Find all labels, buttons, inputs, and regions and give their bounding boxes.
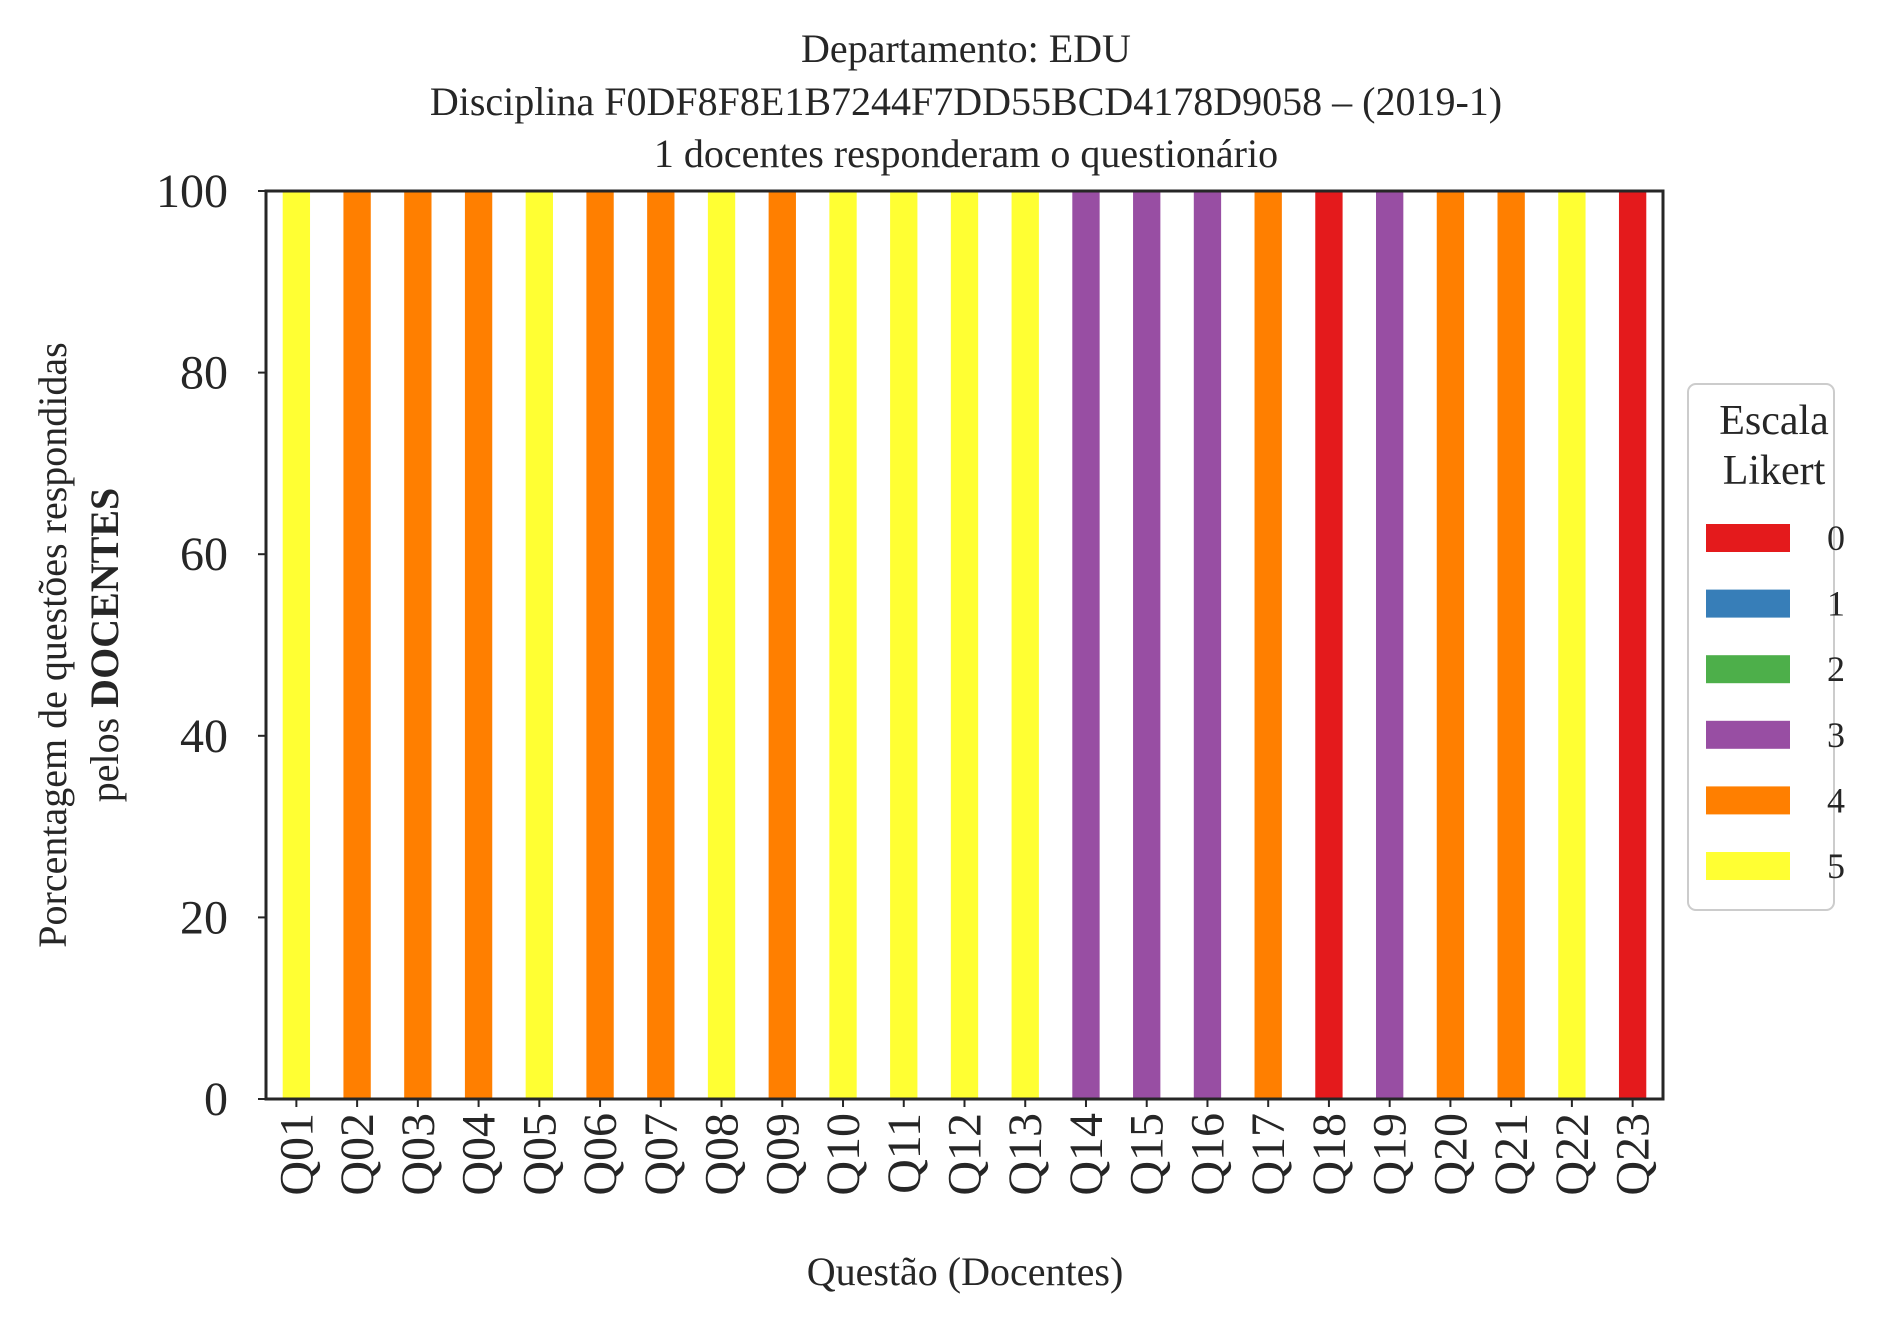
x-tick-label-q07: Q07: [635, 1113, 688, 1196]
bar-q08-scale-5: [707, 191, 736, 1099]
bar-q05-scale-5: [525, 191, 553, 1099]
bar-q16-scale-3: [1193, 191, 1222, 1099]
legend: Escala Likert 0 1 2 3 4 5: [1687, 383, 1845, 911]
bar-q20-scale-4: [1436, 191, 1465, 1099]
legend-title-line-1: Escala: [1719, 398, 1829, 444]
legend-label-2: 2: [1827, 649, 1845, 689]
x-axis-label: Questão (Docentes): [807, 1249, 1124, 1294]
x-tick-label-q05: Q05: [513, 1113, 566, 1196]
x-tick-label-q23: Q23: [1607, 1113, 1660, 1196]
x-tick-label-q12: Q12: [939, 1113, 992, 1196]
bar-q23-scale-0: [1618, 191, 1647, 1099]
x-tick-label-q13: Q13: [999, 1113, 1052, 1196]
legend-label-4: 4: [1827, 780, 1845, 820]
x-tick-label-q17: Q17: [1242, 1113, 1295, 1196]
y-tick-label: 0: [204, 1073, 228, 1126]
y-axis-ticks: 0 20 40 60 80 100: [156, 165, 266, 1126]
x-tick-label-q01: Q01: [270, 1113, 323, 1196]
bar-q10-scale-5: [829, 191, 857, 1099]
bar-q03-scale-4: [404, 191, 432, 1099]
y-tick-label: 80: [180, 347, 228, 400]
legend-items: 0 1 2 3 4 5: [1706, 518, 1845, 886]
bar-q17-scale-4: [1254, 191, 1282, 1099]
x-tick-label-q21: Q21: [1485, 1113, 1538, 1196]
y-axis-label: Porcentagem de questões respondidas pelo…: [30, 342, 127, 947]
x-tick-label-q09: Q09: [756, 1113, 809, 1196]
x-tick-label-q11: Q11: [878, 1113, 931, 1194]
bar-q22-scale-5: [1558, 191, 1586, 1099]
y-axis-label-line-1: Porcentagem de questões respondidas: [30, 342, 75, 947]
x-tick-label-q14: Q14: [1060, 1113, 1113, 1196]
x-tick-label-q02: Q02: [331, 1113, 384, 1196]
legend-swatch-5: [1706, 852, 1790, 880]
bar-q18-scale-0: [1315, 191, 1343, 1099]
y-tick-label: 20: [180, 891, 228, 944]
bar-q02-scale-4: [343, 191, 371, 1099]
y-tick-label: 60: [180, 528, 228, 581]
bar-q19-scale-3: [1376, 191, 1404, 1099]
legend-label-0: 0: [1827, 518, 1845, 558]
bar-q14-scale-3: [1072, 191, 1100, 1099]
x-tick-label-q06: Q06: [574, 1113, 627, 1196]
y-tick-label: 100: [156, 165, 228, 218]
x-tick-label-q08: Q08: [696, 1113, 749, 1196]
bar-q09-scale-4: [768, 191, 796, 1099]
title-line-2: Disciplina F0DF8F8E1B7244F7DD55BCD4178D9…: [430, 79, 1502, 124]
x-tick-label-q04: Q04: [453, 1113, 506, 1196]
y-axis-label-bold: DOCENTES: [82, 488, 127, 708]
legend-swatch-4: [1706, 786, 1790, 815]
legend-box: [1687, 383, 1835, 911]
bar-q04-scale-4: [464, 191, 493, 1099]
bar-q12-scale-5: [950, 191, 979, 1099]
legend-swatch-0: [1706, 524, 1790, 552]
bar-q01-scale-5: [282, 191, 311, 1099]
x-tick-label-q20: Q20: [1424, 1113, 1477, 1196]
bars-group: [282, 191, 1647, 1099]
y-axis-label-prefix: pelos: [82, 708, 127, 802]
bar-q21-scale-4: [1497, 191, 1525, 1099]
x-tick-label-q18: Q18: [1303, 1113, 1356, 1196]
legend-swatch-2: [1706, 655, 1790, 684]
y-axis-label-line-2: pelos DOCENTES: [82, 488, 127, 803]
legend-swatch-3: [1706, 720, 1790, 749]
bar-q13-scale-5: [1011, 191, 1039, 1099]
legend-label-3: 3: [1827, 715, 1845, 755]
x-tick-label-q19: Q19: [1364, 1113, 1417, 1196]
x-tick-label-q22: Q22: [1546, 1113, 1599, 1196]
x-axis-ticks: Q01 Q02 Q03 Q04 Q05 Q06 Q07 Q08 Q09 Q10 Q11 Q12 Q13 Q…: [270, 1099, 1660, 1196]
x-tick-label-q16: Q16: [1181, 1113, 1234, 1196]
bar-q11-scale-5: [890, 191, 918, 1099]
bar-q07-scale-4: [647, 191, 675, 1099]
bar-q15-scale-3: [1133, 191, 1161, 1099]
y-tick-label: 40: [180, 710, 228, 763]
legend-label-5: 5: [1827, 846, 1845, 886]
plot-area-frame: [264, 189, 1665, 1101]
x-tick-label-q15: Q15: [1121, 1113, 1174, 1196]
x-tick-label-q03: Q03: [392, 1113, 445, 1196]
legend-swatch-1: [1706, 589, 1790, 618]
bar-q06-scale-4: [586, 191, 614, 1099]
x-tick-label-q10: Q10: [817, 1113, 870, 1196]
title-line-3: 1 docentes responderam o questionário: [654, 131, 1278, 176]
chart-title: Departamento: EDU Disciplina F0DF8F8E1B7…: [430, 26, 1502, 176]
title-line-1: Departamento: EDU: [801, 26, 1131, 71]
legend-label-1: 1: [1827, 584, 1845, 624]
legend-title-line-2: Likert: [1723, 448, 1826, 494]
